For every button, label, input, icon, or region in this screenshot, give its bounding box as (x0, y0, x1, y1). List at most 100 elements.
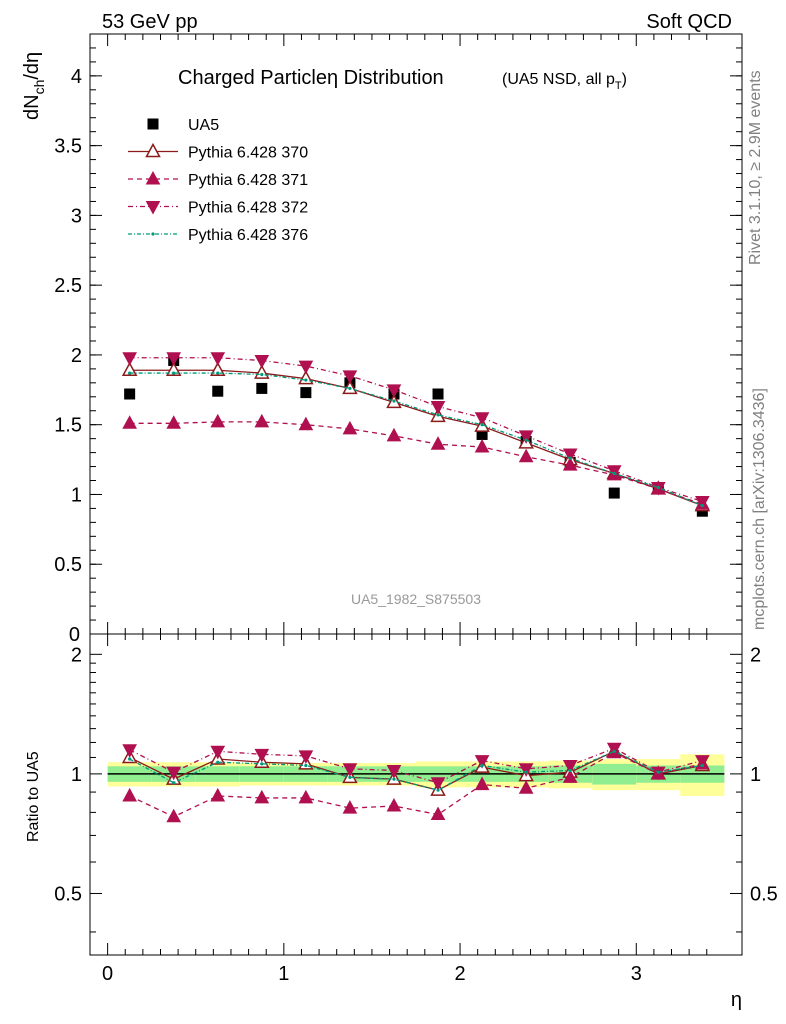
main-ytick-label: 4 (71, 66, 82, 88)
main-ytick-label: 2 (71, 345, 82, 367)
main-series-p370 (121, 361, 711, 512)
main-point (166, 415, 182, 429)
legend-marker (145, 142, 161, 158)
legend-entry-data: UA5 (147, 117, 219, 134)
ratio-point (474, 776, 490, 791)
legend-entry-p370: Pythia 6.428 370 (128, 142, 308, 162)
ratio-point (260, 762, 264, 766)
legend-entry-p376: Pythia 6.428 376 (128, 227, 308, 244)
main-point (298, 370, 314, 385)
main-series-p371 (122, 413, 710, 510)
analysis-watermark: UA5_1982_S875503 (351, 591, 481, 607)
main-point (128, 371, 132, 375)
main-point (298, 360, 314, 375)
legend-marker (147, 118, 159, 130)
ratio-series-p372 (122, 742, 710, 791)
ratio-point (695, 755, 710, 769)
ratio-point (606, 742, 622, 757)
ratio-point (128, 757, 132, 761)
ratio-xtick-label: 0 (102, 963, 113, 985)
ratio-point (474, 755, 490, 769)
main-series-line (129, 421, 703, 505)
ratio-xtick-label: 1 (278, 963, 289, 985)
main-point (304, 378, 308, 382)
header-right: Soft QCD (646, 11, 732, 33)
ratio-point (480, 763, 484, 768)
ratio-point (700, 763, 704, 768)
main-ylabel-main: dN (21, 94, 43, 120)
main-point (474, 438, 490, 453)
main-point (386, 427, 402, 442)
header-left: 53 GeV pp (102, 11, 198, 33)
ratio-xtick-label: 2 (454, 963, 465, 985)
main-series-p376 (128, 371, 704, 508)
ratio-point (166, 766, 182, 781)
main-ytick-label: 3.5 (54, 136, 82, 158)
ratio-point (562, 769, 578, 783)
ratio-ytick-label: 1 (71, 764, 82, 786)
x-axis-label: η (731, 989, 742, 1011)
main-point (172, 371, 176, 375)
legend: UA5 Pythia 6.428 370 Pythia 6.428 371 Pythi… (128, 117, 308, 244)
main-subtitle: (UA5 NSD, all pT) (502, 71, 627, 92)
main-point (524, 438, 528, 442)
ratio-point (518, 780, 534, 794)
ratio-point (254, 748, 270, 763)
ratio-panel: 0.5 0.5 1 1 2 2 0 1 2 3 (54, 633, 778, 985)
ratio-point (172, 781, 176, 785)
main-panel: 0.5 1 1.5 2 2.5 3 3.5 4 (54, 33, 743, 635)
ratio-point (430, 806, 446, 821)
main-ytick-label: 2.5 (54, 275, 82, 297)
ratio-point (298, 789, 314, 804)
main-ylabel-sub: ch (31, 80, 47, 95)
main-point (210, 352, 226, 366)
ratio-point (122, 744, 137, 758)
legend-entry-p372: Pythia 6.428 372 (128, 200, 308, 217)
main-point (298, 416, 314, 431)
main-point (476, 428, 488, 440)
ratio-point (216, 760, 220, 764)
main-series-line (129, 357, 703, 503)
main-series-p372 (122, 352, 710, 510)
main-point (432, 388, 444, 400)
main-point (256, 382, 268, 394)
ratio-point (342, 800, 358, 814)
main-point (260, 372, 264, 377)
ratio-point (568, 768, 572, 773)
legend-marker (151, 232, 155, 236)
legend-label: Pythia 6.428 370 (188, 145, 308, 162)
main-point (165, 361, 182, 377)
ratio-point (436, 788, 440, 792)
legend-label: Pythia 6.428 372 (188, 200, 308, 217)
main-point (300, 387, 312, 399)
main-point (122, 352, 137, 366)
main-point (342, 370, 358, 384)
main-point (480, 423, 484, 427)
ratio-series-line (129, 750, 703, 791)
legend-label: Pythia 6.428 371 (188, 172, 308, 189)
main-point (212, 385, 224, 397)
legend-marker (145, 201, 161, 215)
main-point (612, 471, 616, 476)
main-point (518, 448, 534, 463)
legend-marker (145, 170, 161, 185)
main-ylabel: dNch/dη (21, 52, 47, 120)
ratio-frame (89, 633, 743, 956)
main-point (392, 399, 396, 403)
main-point (254, 413, 270, 428)
main-ytick-label: 0.5 (54, 554, 82, 576)
main-point (568, 456, 572, 460)
ratio-point (210, 745, 226, 760)
main-ytick-label: 3 (71, 205, 82, 227)
ratio-point (386, 764, 402, 779)
main-point (562, 457, 578, 471)
main-series-line (129, 372, 703, 507)
ratio-point (298, 750, 314, 764)
ratio-point (430, 777, 446, 791)
ratio-point (518, 763, 534, 777)
main-subtitle-text: (UA5 NSD, all p (502, 71, 615, 88)
ratio-point (122, 787, 137, 802)
ratio-point (210, 787, 226, 802)
ratio-point (656, 770, 660, 774)
